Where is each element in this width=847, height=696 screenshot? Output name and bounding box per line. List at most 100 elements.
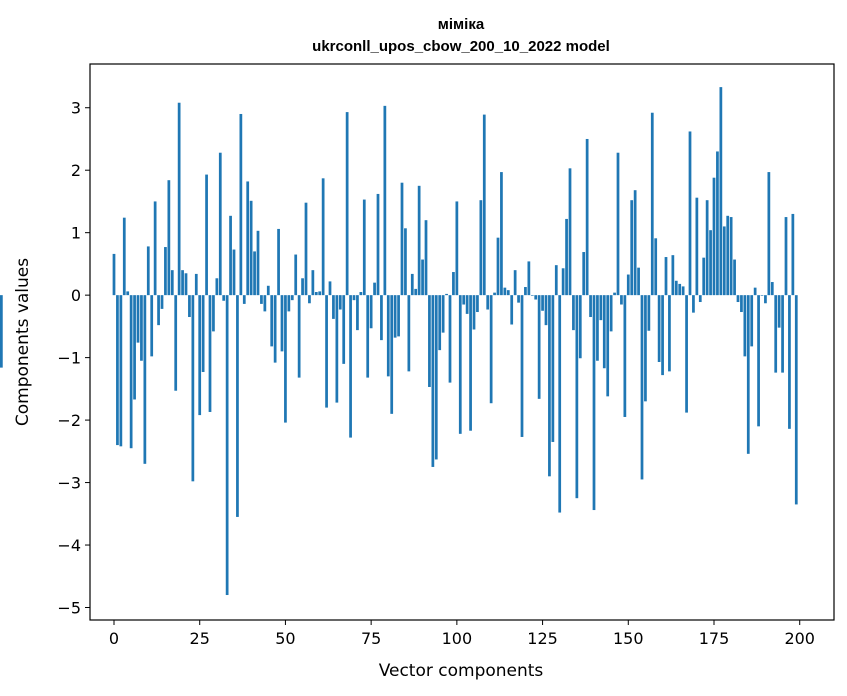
bar — [239, 113, 243, 296]
bar — [695, 197, 699, 296]
bar — [716, 151, 719, 296]
bar — [304, 202, 308, 296]
bar — [458, 295, 462, 434]
bar — [733, 259, 736, 296]
bar — [774, 295, 778, 373]
bar — [136, 295, 140, 343]
bar — [359, 292, 363, 296]
bar — [517, 295, 520, 303]
bar — [0, 295, 3, 368]
bar — [212, 295, 215, 332]
bar — [544, 295, 548, 326]
x-tick-label: 0 — [109, 629, 119, 648]
bar — [366, 295, 370, 378]
y-tick-label: −2 — [57, 411, 81, 430]
bar — [414, 288, 418, 296]
bar — [160, 295, 164, 309]
bar — [678, 283, 682, 296]
bar — [534, 295, 538, 300]
x-axis-ticks: 0 25 50 75 100 125 150 175 200 — [109, 620, 815, 648]
bar — [554, 265, 558, 296]
bar — [592, 295, 596, 511]
bar — [266, 285, 270, 296]
bar — [284, 295, 287, 423]
bar — [736, 295, 740, 303]
bar — [229, 215, 232, 296]
bar — [452, 272, 455, 296]
bar — [287, 295, 291, 312]
bar — [565, 218, 568, 296]
bar — [164, 247, 167, 296]
bar — [308, 295, 311, 304]
y-axis-ticks: −5 −4 −3 −2 −1 0 1 2 3 — [57, 99, 90, 618]
bar — [301, 278, 304, 296]
bar — [157, 295, 160, 326]
bar — [702, 257, 706, 296]
bar — [465, 295, 469, 314]
bar — [784, 217, 788, 296]
bar — [520, 295, 524, 437]
bar — [126, 291, 130, 296]
bar — [558, 295, 562, 513]
bar — [236, 295, 239, 517]
bar — [215, 278, 219, 296]
bar — [380, 295, 383, 341]
bar — [493, 292, 496, 296]
bar — [242, 295, 246, 304]
bar — [290, 295, 294, 301]
bar — [277, 228, 280, 296]
x-tick-label: 75 — [361, 629, 381, 648]
bar — [530, 295, 534, 296]
x-axis-label: Vector components — [379, 661, 544, 681]
bar — [688, 131, 692, 296]
y-tick-label: −1 — [57, 349, 81, 368]
bar — [342, 295, 346, 364]
bar — [253, 251, 256, 296]
bar — [777, 295, 781, 328]
bar — [791, 213, 795, 296]
x-tick-label: 25 — [190, 629, 210, 648]
bar — [369, 295, 373, 329]
bar — [692, 295, 695, 313]
bar — [770, 282, 774, 296]
bar — [167, 180, 171, 296]
bar — [133, 295, 136, 400]
chart-title: мiмiка — [438, 16, 485, 33]
bar — [753, 287, 757, 296]
y-tick-label: −3 — [57, 474, 81, 493]
bar — [575, 295, 579, 499]
bar — [767, 172, 771, 296]
bar — [602, 295, 606, 369]
bar — [146, 246, 150, 296]
bar — [613, 292, 616, 296]
bar — [311, 270, 315, 296]
bar — [407, 295, 411, 372]
bar — [119, 295, 123, 447]
bar — [314, 292, 318, 296]
bar — [153, 201, 157, 296]
bar — [764, 295, 767, 304]
bar — [112, 253, 116, 296]
bar — [719, 87, 723, 296]
bar — [417, 185, 421, 296]
bar — [338, 295, 342, 310]
bar — [294, 254, 298, 296]
bar — [743, 295, 747, 357]
bar — [129, 295, 133, 449]
bar — [150, 295, 154, 357]
bar — [383, 105, 387, 296]
bar — [489, 295, 493, 404]
bar — [506, 290, 510, 296]
bar — [698, 295, 702, 303]
bar — [335, 295, 339, 403]
bar — [393, 295, 397, 338]
bar — [746, 295, 750, 454]
bar — [318, 291, 322, 296]
bar — [476, 295, 479, 313]
bar — [630, 200, 634, 296]
y-tick-label: 0 — [71, 286, 81, 305]
bar — [740, 295, 743, 313]
bar — [626, 274, 630, 296]
bar — [609, 295, 613, 332]
bar — [218, 152, 222, 296]
